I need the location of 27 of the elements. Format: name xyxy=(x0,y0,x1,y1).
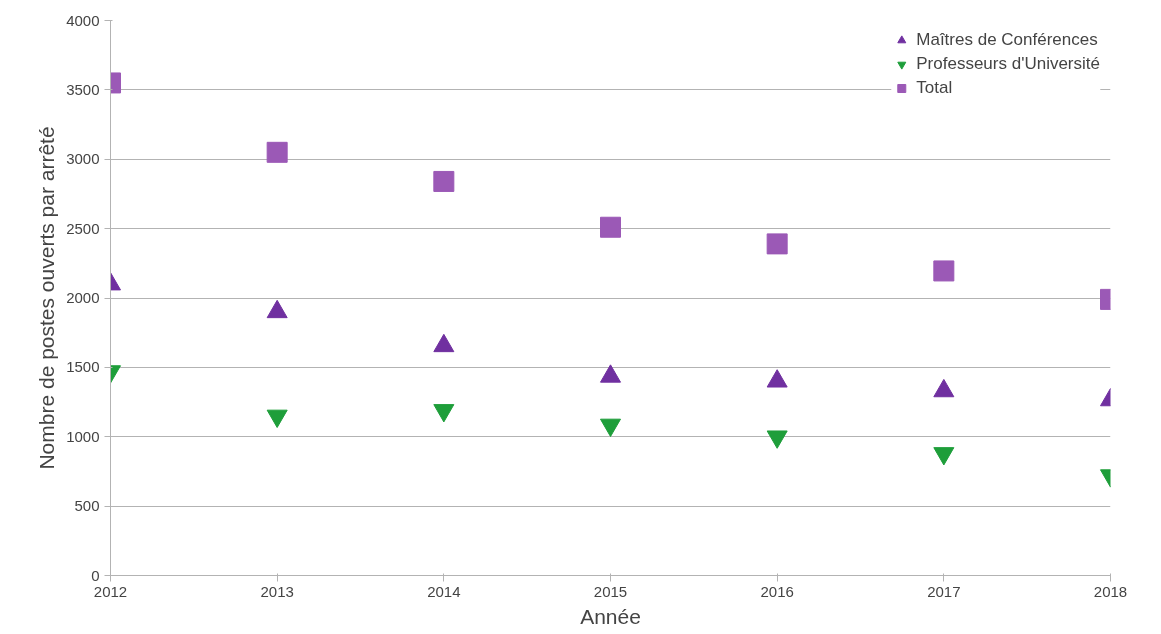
y-tick-label: 3500 xyxy=(66,80,100,98)
x-tick-label: 2017 xyxy=(927,582,961,600)
point xyxy=(433,404,455,423)
y-tick-label: 500 xyxy=(74,497,100,515)
x-axis-title: Année xyxy=(580,604,641,628)
point xyxy=(433,170,455,192)
point xyxy=(600,418,621,437)
x-tick-label: 2014 xyxy=(427,582,461,600)
y-tick-label: 3000 xyxy=(66,150,100,168)
x-tick-label: 2015 xyxy=(593,582,628,600)
y-tick-label: 2000 xyxy=(66,289,100,306)
legend-label: Maîtres de Conférences xyxy=(916,30,1098,50)
x-tick-label: 2016 xyxy=(760,582,794,600)
x-tick-label: 2013 xyxy=(260,582,294,600)
legend-label: Total xyxy=(916,78,953,98)
x-tick-label: 2018 xyxy=(1093,582,1128,600)
y-tick-label: 4000 xyxy=(66,11,100,29)
point xyxy=(766,233,788,255)
y-tick-label: 0 xyxy=(91,566,100,584)
point xyxy=(766,430,788,449)
legend-label: Professeurs d'Université xyxy=(916,54,1100,74)
y-axis-title: Nombre de postes ouverts par arrêté xyxy=(35,126,59,470)
y-tick-label: 1000 xyxy=(66,427,100,445)
point xyxy=(600,216,621,238)
x-tick-label: 2012 xyxy=(93,582,128,600)
y-tick-label: 2500 xyxy=(66,219,100,237)
y-tick-label: 1500 xyxy=(66,358,100,376)
